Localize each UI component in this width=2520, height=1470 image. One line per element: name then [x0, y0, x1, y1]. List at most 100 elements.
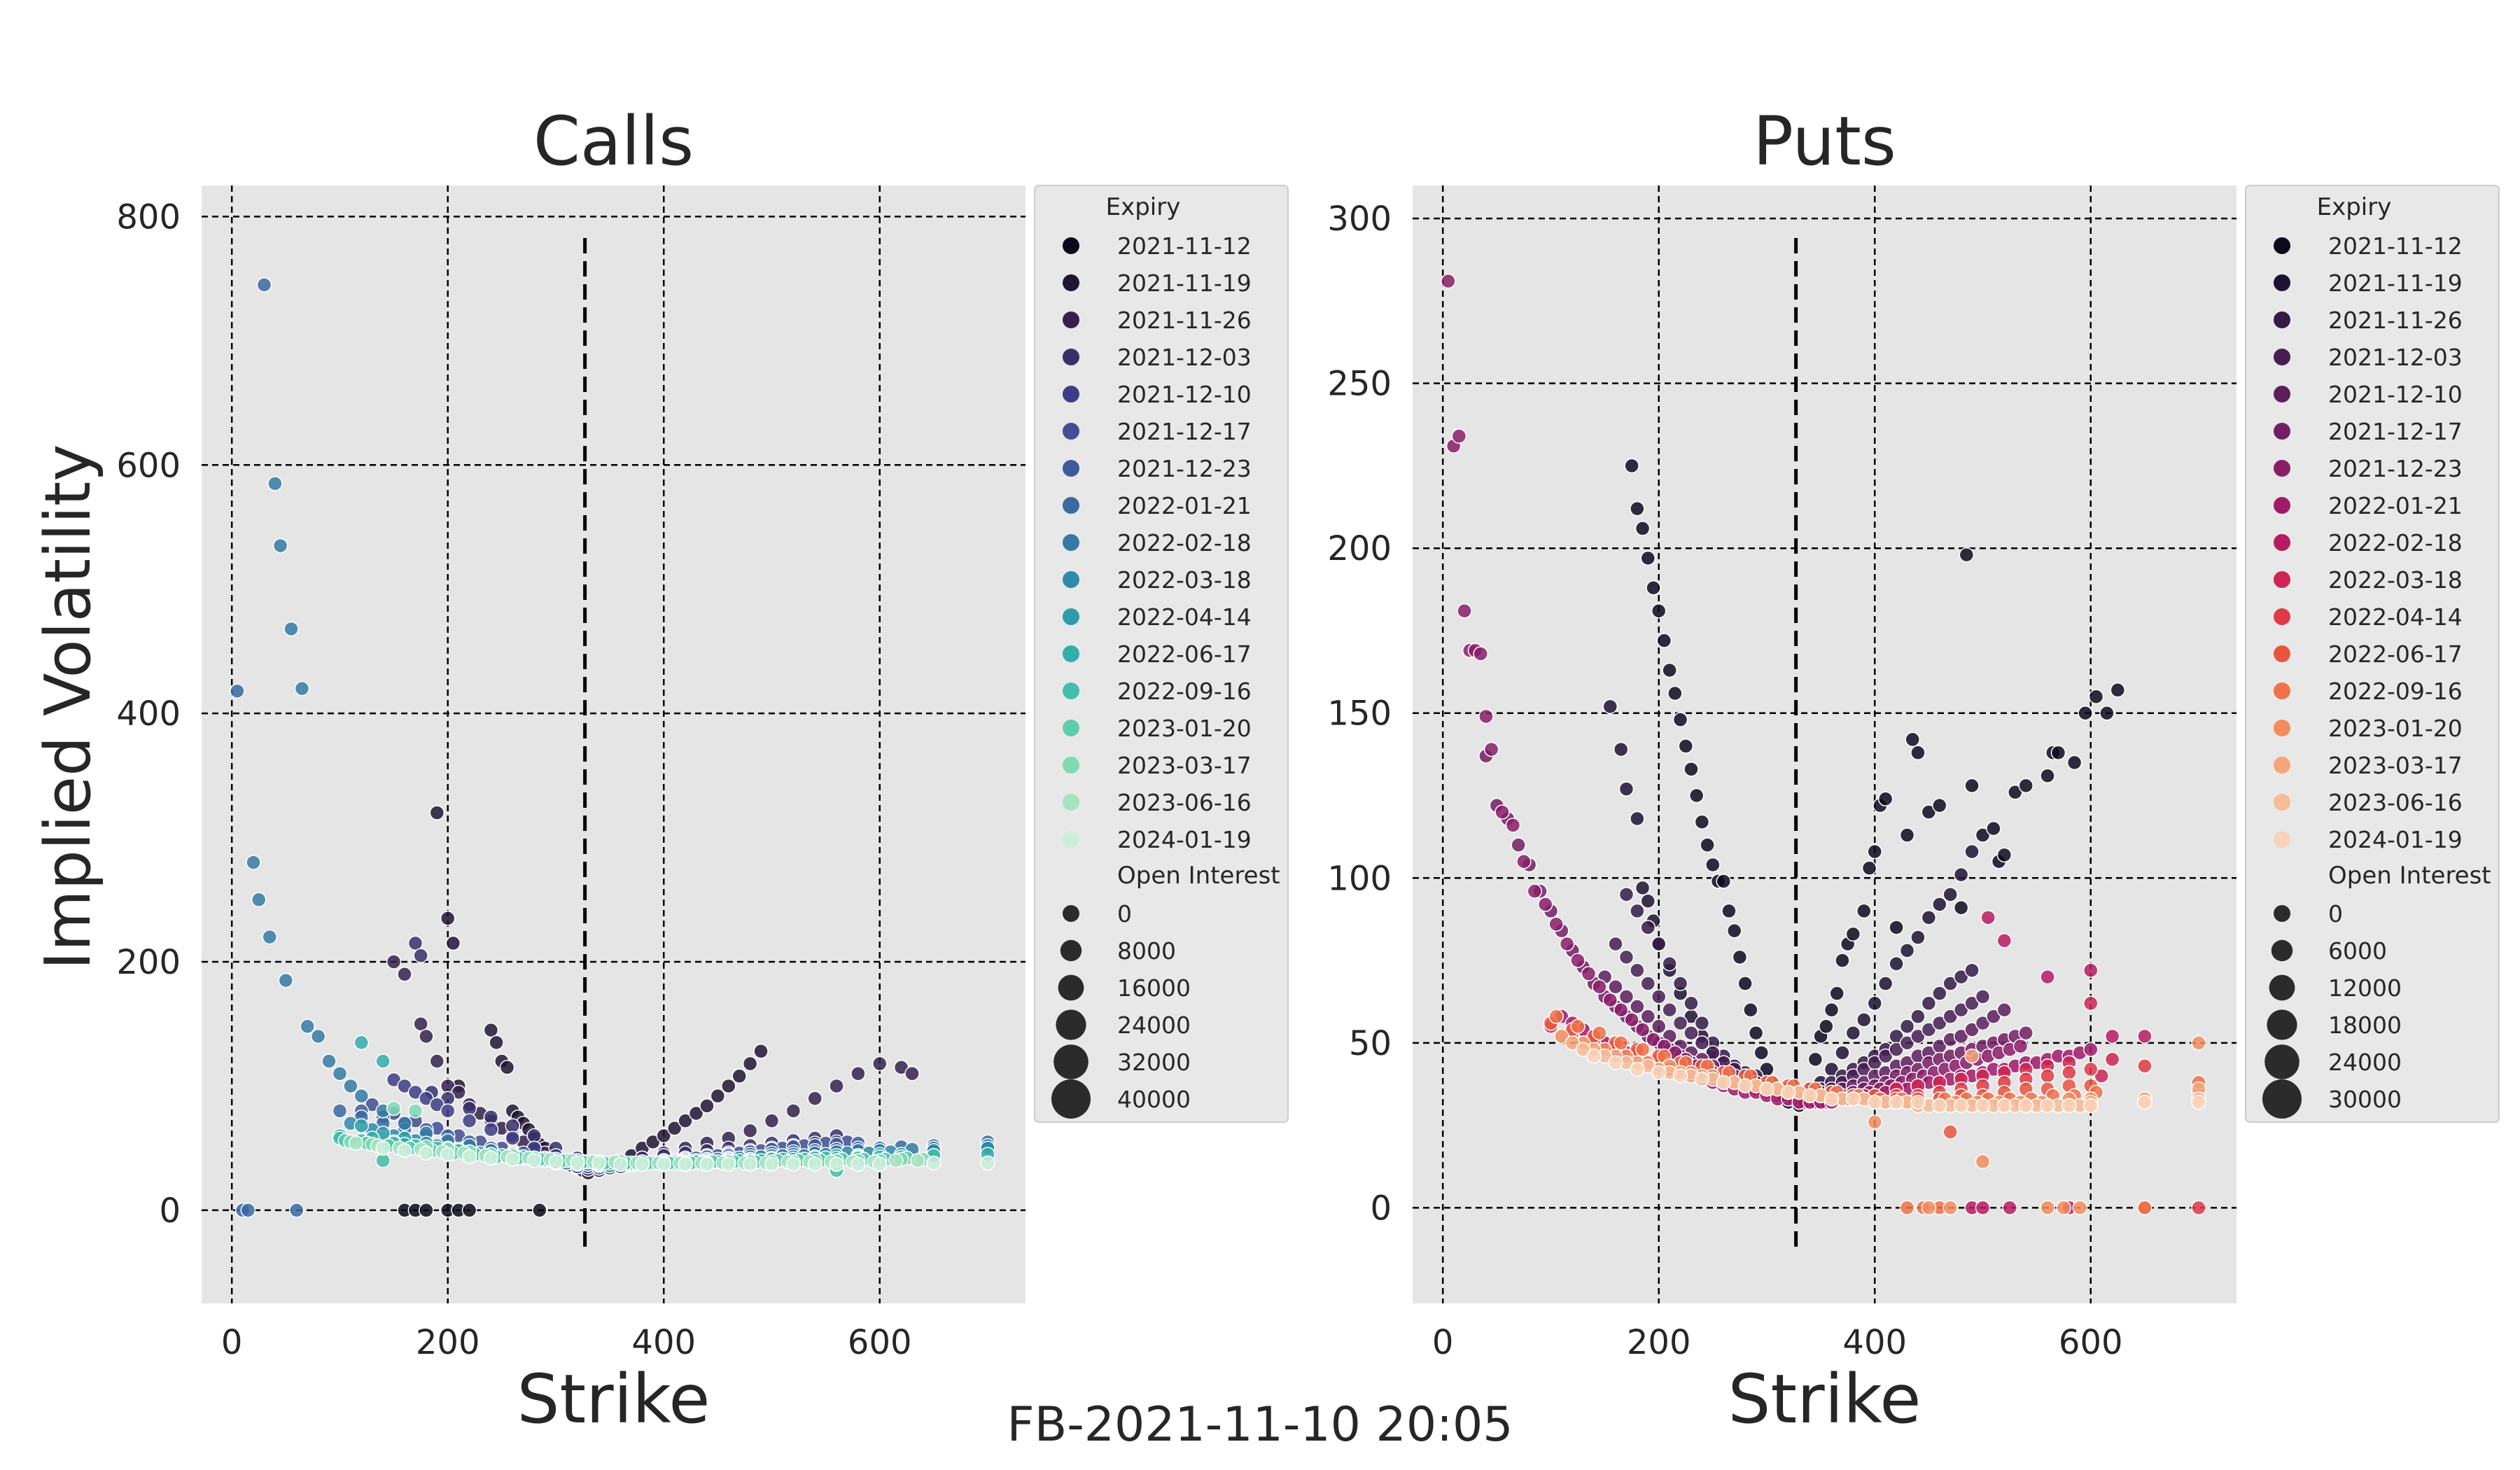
panel-title: Puts [1753, 102, 1896, 181]
panel-title: Calls [533, 102, 694, 181]
scatter-point [926, 1155, 941, 1171]
legend-size-entry: 12000 [2328, 974, 2402, 1002]
scatter-point [1559, 936, 1575, 952]
legend-size-entry: 32000 [1117, 1049, 1191, 1076]
scatter-point [483, 1121, 499, 1138]
scatter-point [2040, 1200, 2055, 1216]
scatter-point [1630, 811, 1645, 827]
legend-entry: 2024-01-19 [1117, 826, 1252, 853]
legend-swatch [1063, 794, 1079, 811]
legend-size-marker [1058, 974, 1084, 1001]
scatter-point [375, 1054, 391, 1069]
legend-swatch [2274, 831, 2290, 848]
scatter-point [1759, 1082, 1774, 1097]
legend-swatch [2274, 274, 2290, 291]
legend-entry: 2022-03-18 [1117, 566, 1252, 594]
scatter-point [1845, 1025, 1861, 1041]
x-tick-label: 200 [416, 1323, 480, 1362]
scatter-point [2040, 768, 2055, 784]
scatter-point [1953, 1002, 1969, 1018]
scatter-point [1743, 1002, 1758, 1018]
scatter-point [1975, 1200, 1991, 1216]
scatter-point [1910, 1094, 1926, 1110]
scatter-point [2040, 1098, 2055, 1114]
scatter-point [1651, 603, 1667, 619]
scatter-point [1716, 874, 1732, 889]
y-tick-label: 0 [1370, 1189, 1392, 1228]
scatter-point [1726, 923, 1742, 939]
legend-swatch [2274, 349, 2290, 365]
scatter-point [1748, 1025, 1764, 1041]
scatter-point [2040, 1068, 2055, 1084]
calls-panel: 0 200 400 600 0 200 400 600 800 Calls Strike Expiry… [116, 102, 1289, 1438]
scatter-point [1662, 662, 1677, 678]
legend-swatch [1063, 497, 1079, 514]
scatter-point [2082, 1098, 2099, 1114]
scatter-point [1754, 1045, 1770, 1060]
scatter-point [1889, 956, 1904, 972]
scatter-point [1634, 1022, 1651, 1037]
legend-swatch [2274, 608, 2290, 625]
scatter-point [2050, 745, 2066, 761]
scatter-point [1877, 976, 1893, 991]
legend-box [2245, 185, 2500, 1123]
legend-entry: 2023-03-17 [2328, 752, 2463, 779]
scatter-point [1451, 428, 1467, 444]
scatter-point [1548, 916, 1564, 932]
legend-swatch [2274, 794, 2290, 811]
scatter-point [1634, 1042, 1651, 1058]
legend-swatch [2274, 720, 2290, 736]
scatter-point [2191, 1035, 2206, 1051]
scatter-point [1516, 853, 1532, 869]
scatter-point [2018, 778, 2033, 794]
scatter-point [1980, 910, 1996, 925]
legend-swatch [2274, 237, 2290, 254]
scatter-point [1441, 273, 1456, 289]
scatter-point [1975, 1154, 1991, 1170]
scatter-point [1592, 979, 1607, 995]
legend-swatch [2274, 423, 2290, 440]
legend-swatch [2274, 645, 2290, 662]
scatter-point [267, 476, 283, 491]
scatter-point [429, 805, 445, 820]
scatter-point [1564, 1035, 1581, 1051]
scatter-point [1899, 827, 1915, 843]
scatter-point [850, 1065, 866, 1082]
scatter-point [1505, 818, 1521, 833]
scatter-point [1910, 1009, 1926, 1024]
legend-swatch [2274, 497, 2290, 514]
legend-entry: 2023-06-16 [1117, 789, 1252, 816]
scatter-point [1964, 1022, 1980, 1037]
scatter-point [2018, 1098, 2033, 1114]
scatter-point [1942, 1124, 1958, 1140]
scatter-point [440, 1147, 456, 1162]
scatter-point [2099, 705, 2115, 721]
legend-entry: 2023-01-20 [2328, 715, 2463, 742]
scatter-point [1537, 897, 1553, 912]
scatter-point [419, 1203, 434, 1218]
legend-entry: 2022-02-18 [2328, 529, 2463, 556]
scatter-point [1964, 1048, 1980, 1064]
legend-entry: 2021-11-12 [2328, 232, 2463, 260]
legend-size-entry: 30000 [2328, 1086, 2402, 1113]
scatter-point [288, 1203, 304, 1218]
scatter-point [2191, 1094, 2206, 1110]
scatter-point [1613, 741, 1629, 757]
legend-swatch [1063, 831, 1079, 848]
legend-size-entry: 8000 [1117, 937, 1176, 965]
puts-panel: 0 200 400 600050100150200250300PutsStrikeEx… [1327, 102, 2500, 1438]
scatter-point [785, 1103, 802, 1119]
scatter-point [483, 1022, 499, 1038]
legend-size-entry: 24000 [2328, 1049, 2402, 1076]
scatter-point [699, 1156, 715, 1172]
x-axis-label: Strike [517, 1360, 710, 1438]
scatter-point [1640, 893, 1656, 909]
scatter-point [300, 1018, 315, 1035]
scatter-point [1942, 1009, 1958, 1024]
plot-area [202, 186, 1026, 1303]
scatter-point [1602, 992, 1618, 1008]
scatter-point [2088, 689, 2104, 704]
scatter-point [1613, 1035, 1629, 1051]
scatter-point [666, 1121, 682, 1136]
x-tick-label: 600 [848, 1323, 912, 1362]
